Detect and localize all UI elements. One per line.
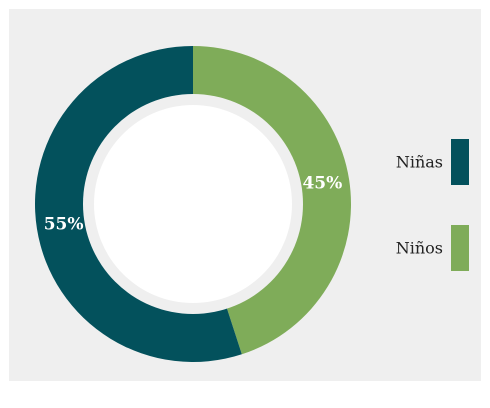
legend-swatch — [451, 139, 469, 185]
slice-label-niñas: 55% — [44, 214, 84, 234]
legend-label: Niños — [396, 239, 443, 258]
legend-swatch — [451, 225, 469, 271]
legend-item-niños: Niños — [396, 225, 469, 271]
donut-hole — [94, 105, 292, 303]
legend-label: Niñas — [396, 153, 443, 172]
legend-item-niñas: Niñas — [396, 139, 469, 185]
slice-labels: 45% 55% — [44, 174, 343, 235]
slice-label-niños: 45% — [302, 174, 342, 194]
legend: Niñas Niños — [396, 139, 469, 271]
